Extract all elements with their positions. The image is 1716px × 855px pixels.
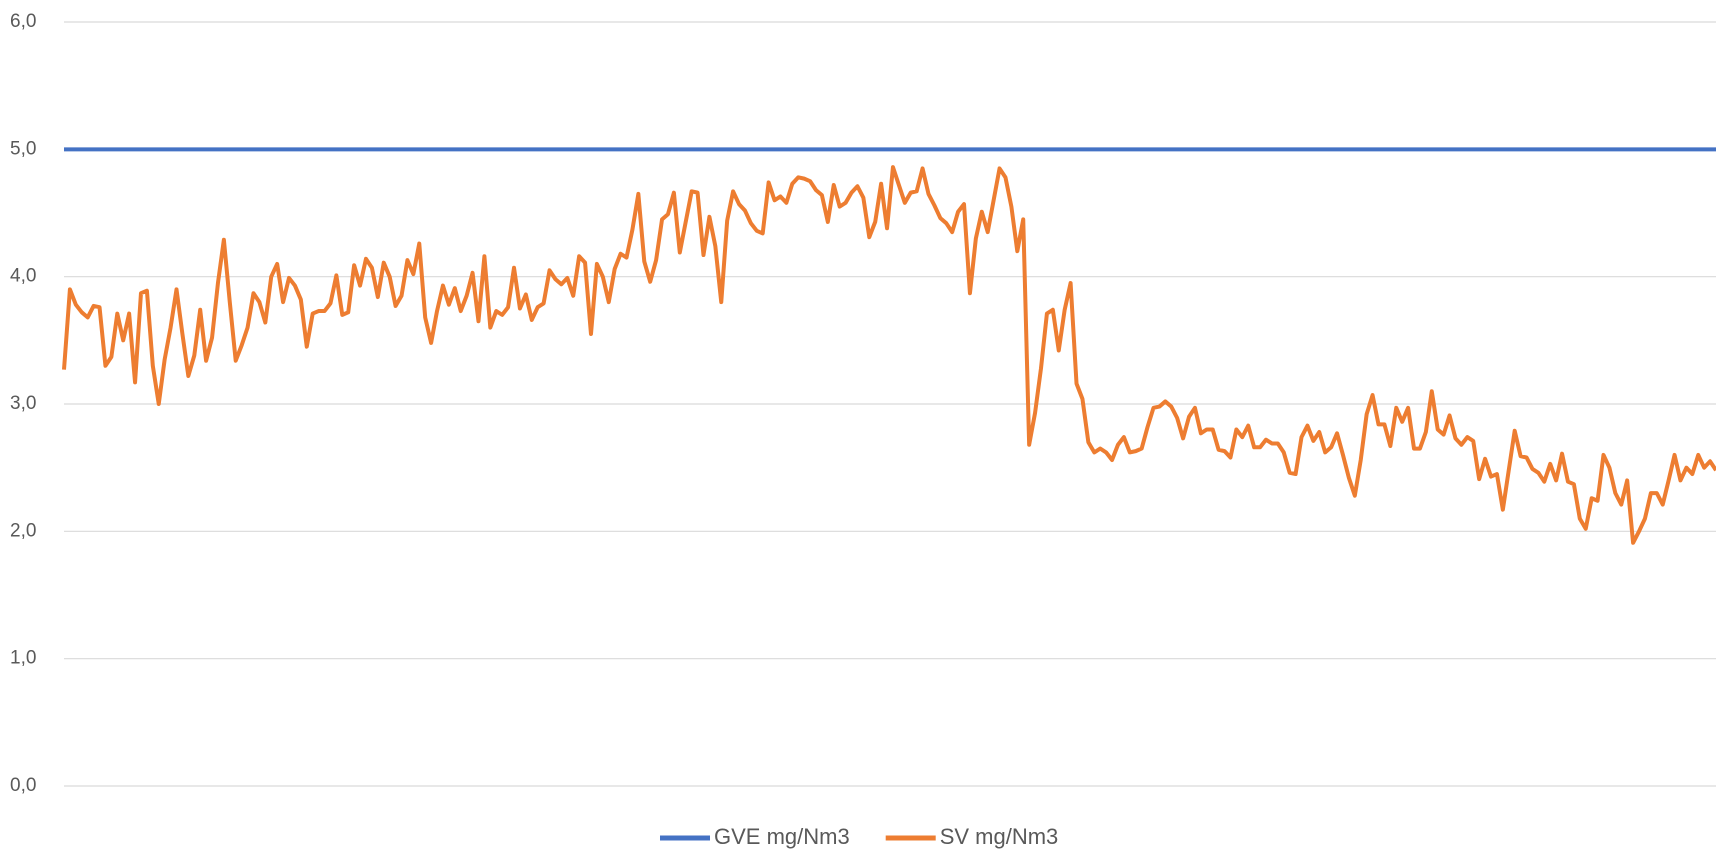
y-tick-label: 2,0 (10, 520, 36, 541)
y-tick-label: 0,0 (10, 775, 36, 796)
y-tick-label: 6,0 (10, 11, 36, 32)
y-tick-label: 3,0 (10, 393, 36, 414)
legend-label: GVE mg/Nm3 (714, 824, 850, 849)
y-tick-label: 5,0 (10, 138, 36, 159)
y-tick-label: 1,0 (10, 648, 36, 669)
y-tick-label: 4,0 (10, 266, 36, 287)
series-line (62, 165, 1716, 545)
legend-label: SV mg/Nm3 (940, 824, 1059, 849)
